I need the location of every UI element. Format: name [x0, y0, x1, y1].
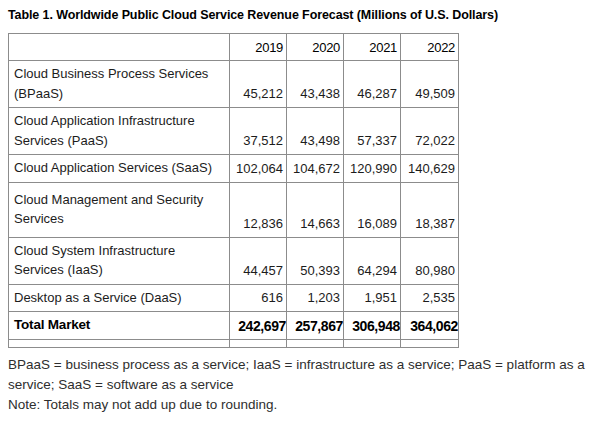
header-year-2020: 2020 — [287, 34, 344, 61]
table-row-saas: Cloud Application Services (SaaS) 102,06… — [9, 155, 459, 183]
table-row-management-security: Cloud Management and Security Services 1… — [9, 182, 459, 237]
cell-value: 37,512 — [230, 108, 287, 155]
table-row-bpaas: Cloud Business Process Services (BPaaS) … — [9, 61, 459, 108]
footnotes: BPaaS = business process as a service; I… — [8, 355, 592, 432]
rounding-note: Note: Totals may not add up due to round… — [8, 395, 592, 415]
page: Table 1. Worldwide Public Cloud Service … — [0, 0, 600, 432]
cell-value: 1,951 — [344, 284, 401, 312]
cell-value: 64,294 — [344, 237, 401, 284]
row-label: Cloud System Infrastructure Services (Ia… — [9, 237, 230, 284]
cell-value: 57,337 — [344, 108, 401, 155]
revenue-forecast-table: 2019 2020 2021 2022 Cloud Business Proce… — [8, 33, 459, 348]
cell-value: 104,672 — [287, 155, 344, 183]
cell-value: 12,836 — [230, 182, 287, 237]
cell-value: 46,287 — [344, 61, 401, 108]
cell-value: 45,212 — [230, 61, 287, 108]
table-row-daas: Desktop as a Service (DaaS) 616 1,203 1,… — [9, 284, 459, 312]
total-label: Total Market — [9, 312, 230, 340]
total-value: 306,948 — [344, 312, 401, 340]
table-header-row: 2019 2020 2021 2022 — [9, 34, 459, 61]
header-year-2019: 2019 — [230, 34, 287, 61]
cell-value: 43,498 — [287, 108, 344, 155]
abbreviation-legend: BPaaS = business process as a service; I… — [8, 355, 594, 394]
table-row-iaas: Cloud System Infrastructure Services (Ia… — [9, 237, 459, 284]
table-empty-bottom-row — [9, 340, 459, 348]
row-label: Cloud Application Services (SaaS) — [9, 155, 230, 183]
row-label: Cloud Application Infrastructure Service… — [9, 108, 230, 155]
cell-value: 49,509 — [401, 61, 459, 108]
cell-value: 44,457 — [230, 237, 287, 284]
total-value: 242,697 — [230, 312, 287, 340]
row-label: Cloud Management and Security Services — [9, 182, 230, 237]
cell-value: 120,990 — [344, 155, 401, 183]
header-year-2022: 2022 — [401, 34, 459, 61]
cell-value: 102,064 — [230, 155, 287, 183]
row-label: Cloud Business Process Services (BPaaS) — [9, 61, 230, 108]
cell-value: 2,535 — [401, 284, 459, 312]
cell-value: 616 — [230, 284, 287, 312]
cell-value: 16,089 — [344, 182, 401, 237]
table-title: Table 1. Worldwide Public Cloud Service … — [8, 8, 592, 22]
cell-value: 43,438 — [287, 61, 344, 108]
cell-value: 72,022 — [401, 108, 459, 155]
total-value: 364,062 — [401, 312, 459, 340]
table-row-total-market: Total Market 242,697 257,867 306,948 364… — [9, 312, 459, 340]
table-row-paas: Cloud Application Infrastructure Service… — [9, 108, 459, 155]
cell-value: 18,387 — [401, 182, 459, 237]
cell-value: 50,393 — [287, 237, 344, 284]
header-empty-cell — [9, 34, 230, 61]
header-year-2021: 2021 — [344, 34, 401, 61]
total-value: 257,867 — [287, 312, 344, 340]
cell-value: 1,203 — [287, 284, 344, 312]
cell-value: 140,629 — [401, 155, 459, 183]
cell-value: 14,663 — [287, 182, 344, 237]
row-label: Desktop as a Service (DaaS) — [9, 284, 230, 312]
cell-value: 80,980 — [401, 237, 459, 284]
